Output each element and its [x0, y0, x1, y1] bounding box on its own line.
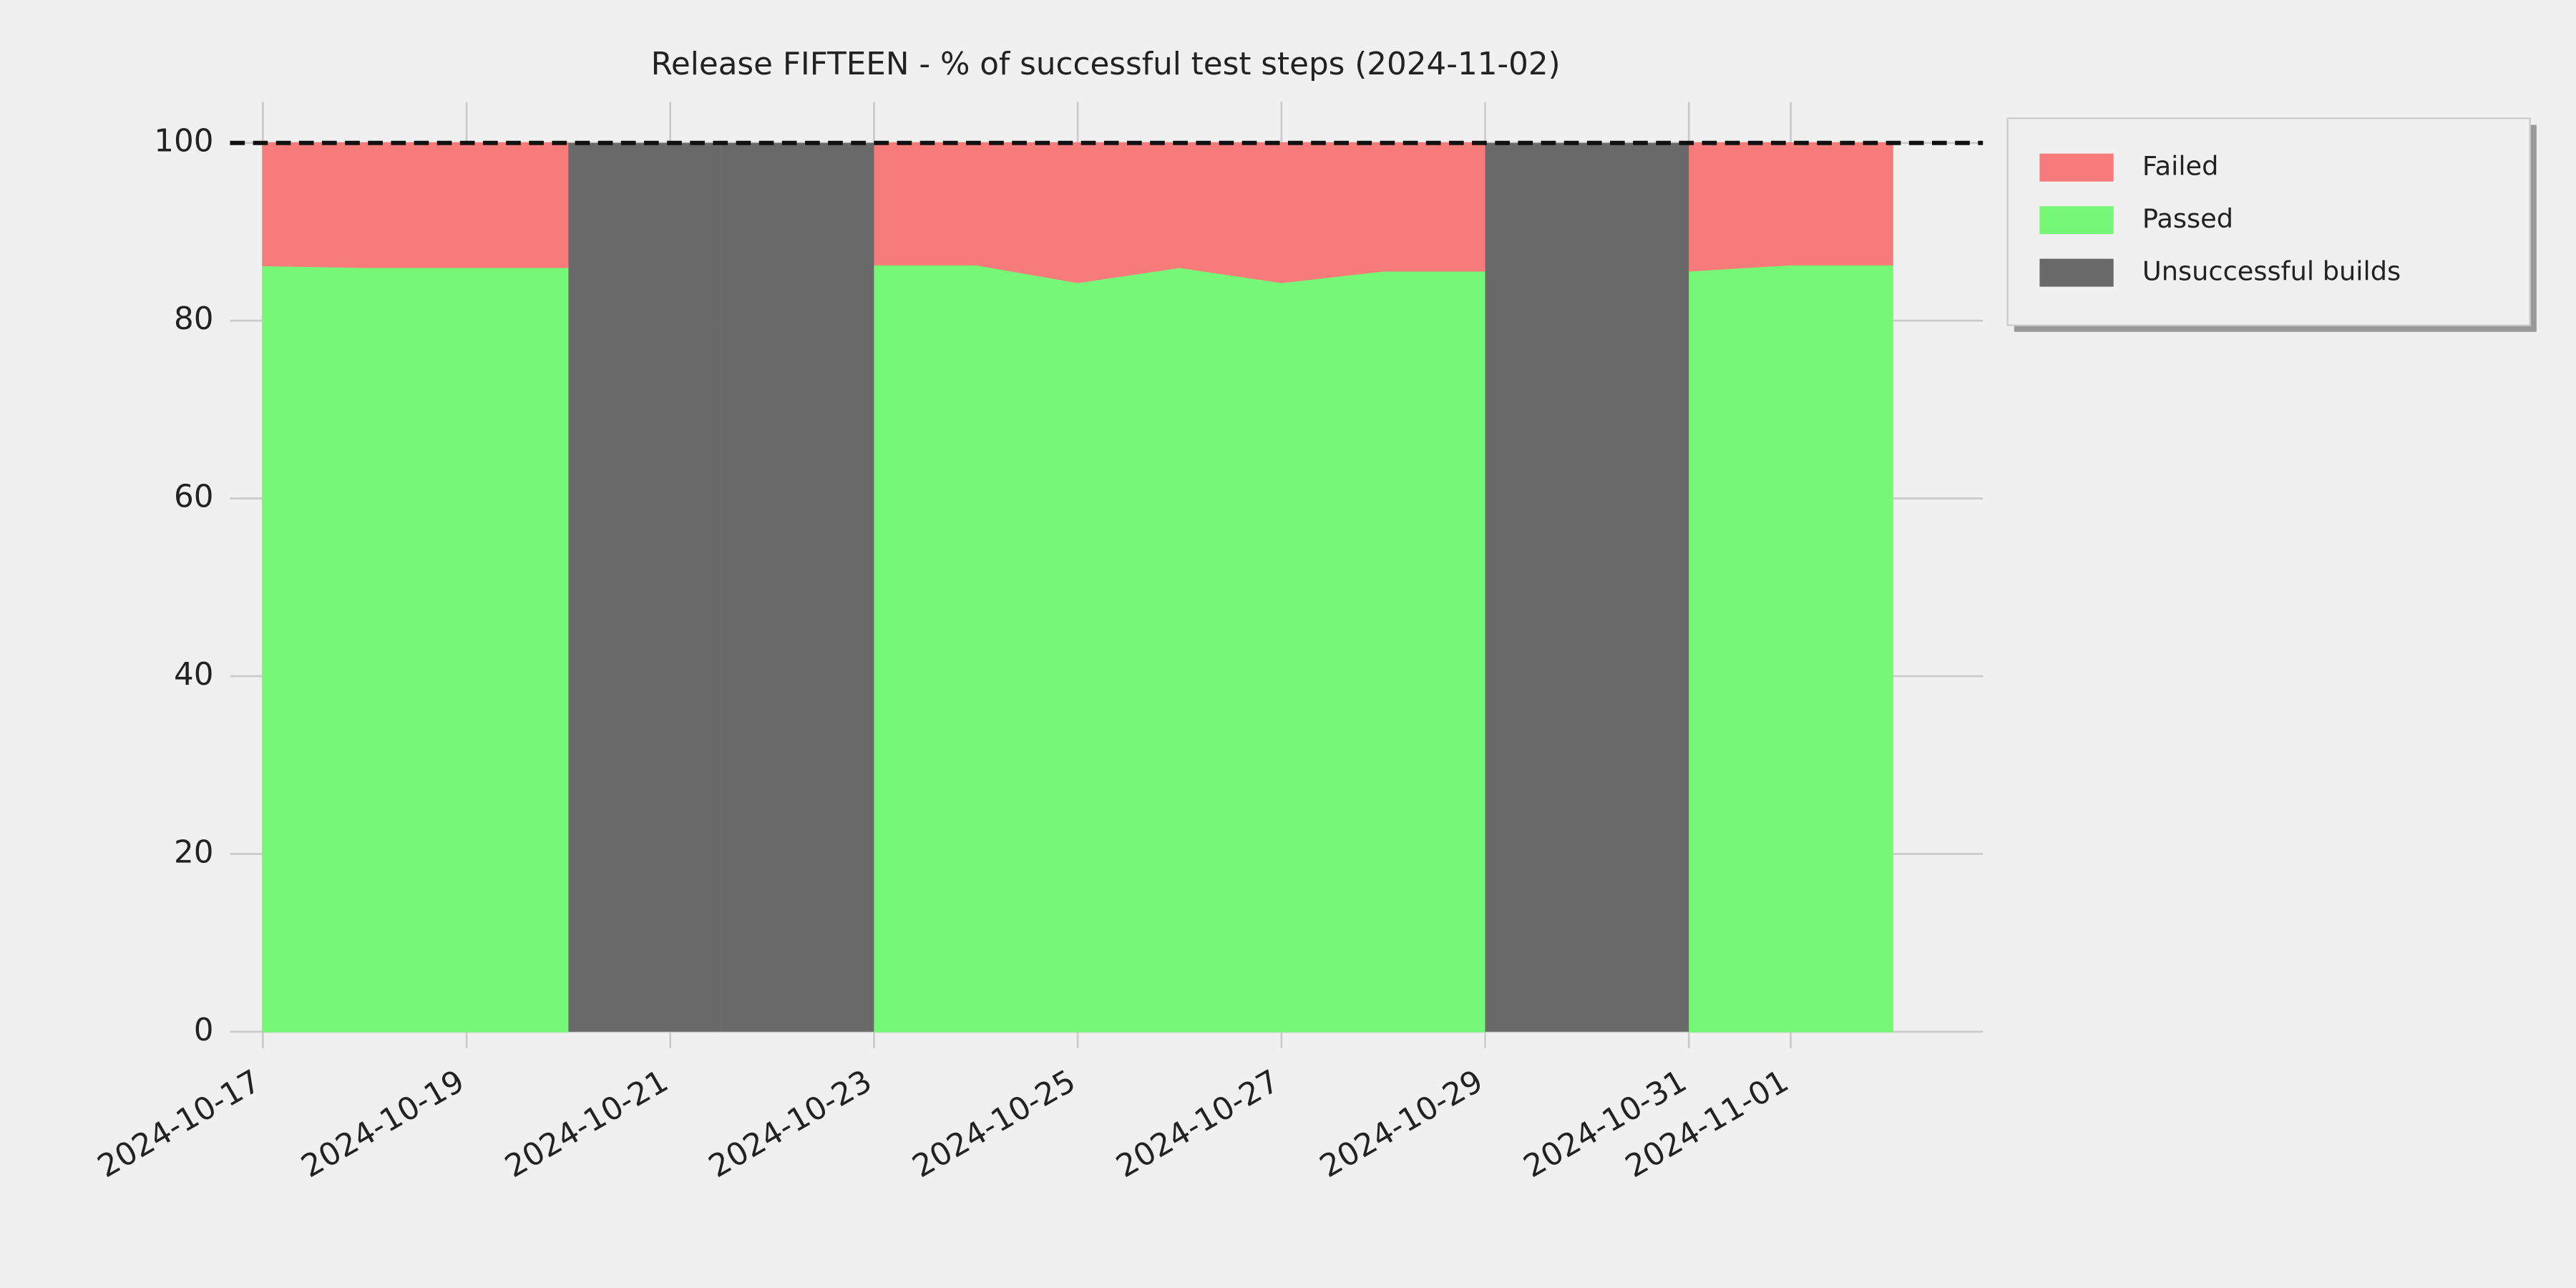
legend-swatch	[2039, 153, 2114, 182]
x-tick-label: 2024-10-27	[1111, 1063, 1285, 1185]
area	[873, 263, 1486, 1033]
y-tick-label: 20	[174, 834, 214, 870]
x-tick-label: 2024-10-25	[907, 1063, 1081, 1185]
area	[262, 265, 570, 1033]
legend-label: Failed	[2142, 151, 2219, 182]
x-tick-label: 2024-10-17	[92, 1063, 266, 1185]
y-tick-label: 0	[194, 1013, 214, 1048]
unsuccessful-build	[1485, 142, 1689, 1032]
unsuccessful-build	[721, 142, 874, 1032]
y-tick-label: 60	[174, 479, 214, 515]
x-tick-label: 2024-10-29	[1314, 1063, 1489, 1185]
y-tick-label: 80	[174, 301, 214, 337]
y-tick-label: 40	[174, 657, 214, 693]
legend-swatch	[2039, 206, 2114, 235]
legend-label: Passed	[2142, 203, 2233, 234]
x-tick-label: 2024-10-19	[296, 1063, 470, 1185]
area	[873, 142, 1486, 283]
unsuccessful-build	[568, 142, 721, 1032]
chart-title: Release FIFTEEN - % of successful test s…	[651, 47, 1561, 82]
area	[1688, 263, 1893, 1033]
area	[1688, 142, 1893, 272]
x-tick-label: 2024-10-23	[703, 1063, 877, 1185]
area	[262, 142, 570, 268]
y-tick-label: 100	[154, 124, 213, 160]
x-tick-label: 2024-10-21	[499, 1063, 674, 1185]
legend-label: Unsuccessful builds	[2142, 256, 2401, 287]
legend-swatch	[2039, 258, 2114, 287]
